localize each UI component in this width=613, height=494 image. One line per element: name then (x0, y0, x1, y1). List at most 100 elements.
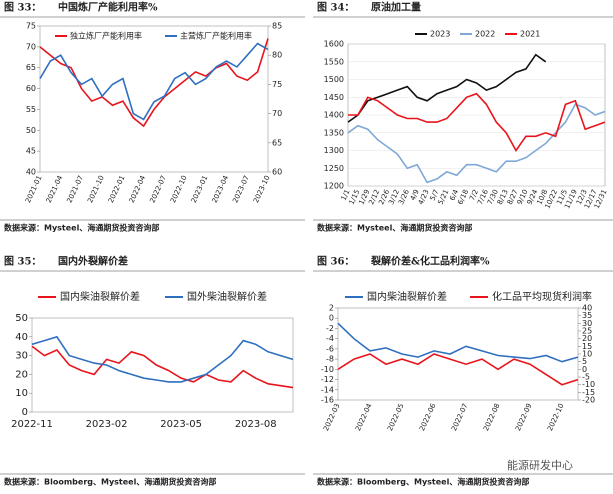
figure-label: 图 33： (4, 2, 41, 14)
y-tick-label: 1550 (324, 57, 344, 66)
y-tick-label: -10 (321, 365, 334, 374)
y-tick-label: 1600 (324, 40, 344, 49)
y2-tick-label: 35 (582, 311, 592, 320)
y2-tick-label: 10 (582, 350, 592, 359)
x-tick-label: 2022-06 (418, 402, 438, 432)
legend-label: 国外柴油裂解价差 (187, 290, 267, 303)
y-tick-label: 1350 (324, 128, 344, 137)
y-tick-label: -12 (321, 375, 334, 384)
series-line (348, 92, 606, 153)
series-line (39, 42, 269, 121)
y-tick-label: 0 (329, 314, 334, 323)
y-tick-label: 1500 (324, 75, 344, 84)
series-line (39, 38, 269, 128)
chart-title: 中国炼厂产能利用率% (58, 1, 158, 14)
legend-label: 2021 (520, 30, 540, 39)
y-tick-label: 65 (26, 63, 36, 72)
y2-tick-label: 40 (582, 304, 592, 313)
y-tick-label: -14 (321, 385, 334, 394)
x-tick-label: 2022-01 (107, 174, 127, 204)
y-tick-label: 55 (26, 105, 36, 114)
x-tick-label: 2023-05 (160, 419, 202, 430)
series-line (31, 345, 294, 389)
plot-frame (31, 317, 294, 413)
y2-tick-label: 85 (272, 22, 282, 31)
y2-tick-label: 20 (582, 334, 592, 343)
x-tick-label: 2022-11 (11, 419, 53, 430)
y-tick-label: 1200 (324, 182, 344, 191)
series-line (337, 322, 579, 363)
y-tick-label: 1300 (324, 146, 344, 155)
y-tick-label: 40 (26, 168, 36, 177)
plot-frame (39, 25, 269, 173)
x-tick-label: 2023-10 (252, 174, 272, 204)
x-tick-label: 2022-10 (169, 174, 189, 204)
y-tick-label: -8 (326, 355, 334, 364)
x-tick-label: 2023-02 (86, 419, 128, 430)
y-tick-label: 2 (329, 304, 334, 313)
series-line (337, 353, 579, 386)
y2-tick-label: -10 (582, 380, 595, 389)
chart-title: 国内外裂解价差 (58, 255, 128, 268)
legend-label: 国内柴油裂解价差 (367, 290, 447, 303)
chart-title: 裂解价差&化工品利润率% (370, 255, 490, 268)
y2-tick-label: 30 (582, 319, 592, 328)
watermark: 能源研发中心 (507, 458, 573, 472)
chart-title: 原油加工量 (371, 1, 421, 14)
x-tick-label: 2022-07 (148, 174, 168, 204)
legend-label: 化工品平均现货利润率 (492, 290, 592, 303)
y2-tick-label: -5 (582, 373, 590, 382)
y2-tick-label: 70 (272, 109, 282, 118)
source-note: 数据来源：Bloomberg、Mysteel、海通期货投资咨询部 (4, 477, 216, 487)
y-tick-label: 1450 (324, 93, 344, 102)
figure-label: 图 36： (317, 256, 354, 268)
y-tick-label: 1250 (324, 164, 344, 173)
y2-tick-label: 0 (582, 365, 587, 374)
y-tick-label: 50 (26, 126, 36, 135)
x-tick-label: 2022-04 (128, 174, 148, 204)
y-tick-label: 0 (22, 407, 28, 418)
y-tick-label: -4 (326, 334, 334, 343)
y-tick-label: -16 (321, 396, 334, 405)
y2-tick-label: -15 (582, 388, 595, 397)
x-tick-label: 2022-08 (482, 402, 502, 432)
series-line (347, 53, 547, 123)
y2-tick-label: 25 (582, 327, 592, 336)
x-tick-label: 2022-07 (450, 402, 470, 432)
x-tick-label: 2023-04 (211, 174, 231, 204)
y-tick-label: 45 (26, 147, 36, 156)
y-tick-label: 75 (26, 22, 36, 31)
legend-label: 2023 (430, 30, 450, 39)
y2-tick-label: -20 (582, 396, 595, 405)
x-tick-label: 2022-03 (322, 402, 342, 432)
y2-tick-label: 75 (272, 80, 282, 89)
series-line (31, 335, 294, 383)
x-tick-label: 2021-10 (86, 174, 106, 204)
y-tick-label: 1400 (324, 111, 344, 120)
legend-label: 2022 (475, 30, 495, 39)
legend-label: 独立炼厂产能利用率 (70, 31, 142, 41)
y2-tick-label: 80 (272, 51, 282, 60)
y-tick-label: -2 (326, 324, 334, 333)
y2-tick-label: 65 (272, 138, 282, 147)
x-tick-label: 2023-08 (235, 419, 277, 430)
x-tick-label: 2021-04 (45, 174, 65, 204)
x-tick-label: 2022-10 (546, 402, 566, 432)
series-line (347, 103, 606, 184)
figure-label: 图 35： (4, 256, 41, 268)
x-tick-label: 2023-01 (190, 174, 210, 204)
source-note: 数据来源：Mysteel、海通期货投资咨询部 (317, 223, 472, 233)
y-tick-label: -6 (326, 344, 334, 353)
x-tick-label: 2021-07 (65, 174, 85, 204)
figure-label: 图 34： (317, 2, 354, 14)
x-tick-label: 2021-01 (24, 174, 44, 204)
y-tick-label: 50 (15, 313, 28, 324)
y2-tick-label: 15 (582, 342, 592, 351)
y-tick-label: 40 (15, 332, 28, 343)
x-tick-label: 2023-07 (231, 174, 251, 204)
source-note: 数据来源：Bloomberg、Mysteel、海通期货投资咨询部 (317, 477, 529, 487)
y2-tick-label: 5 (582, 357, 587, 366)
y-tick-label: 10 (15, 388, 28, 399)
source-note: 数据来源：Mysteel、海通期货投资咨询部 (4, 223, 159, 233)
legend-label: 国内柴油裂解价差 (60, 290, 140, 303)
